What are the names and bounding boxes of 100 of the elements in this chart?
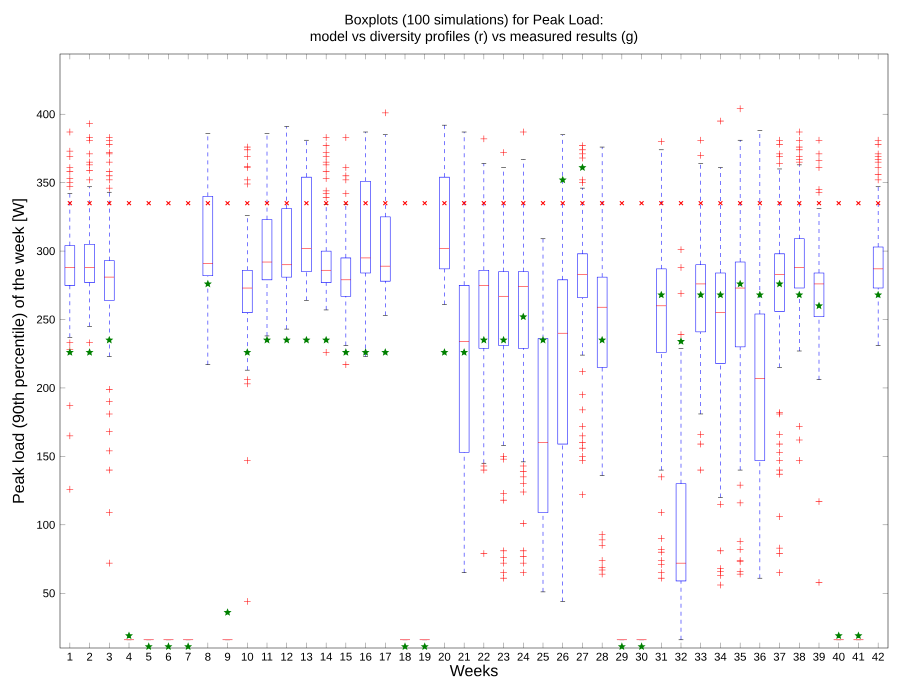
point <box>184 643 192 650</box>
point <box>284 200 290 206</box>
point <box>225 200 230 206</box>
x-tick-label: 31 <box>655 652 668 661</box>
point <box>422 200 428 206</box>
point <box>757 200 762 206</box>
point <box>580 200 585 206</box>
point <box>600 200 605 206</box>
point <box>264 336 270 343</box>
y-tick-label: 50 <box>43 589 55 598</box>
x-tick-label: 21 <box>458 652 470 661</box>
x-tick-label: 39 <box>813 652 825 661</box>
point <box>166 200 171 206</box>
point <box>738 200 743 206</box>
x-tick-label: 33 <box>694 652 707 661</box>
point <box>816 302 822 309</box>
x-tick-label: 3 <box>106 652 112 661</box>
x-tick-label: 37 <box>774 652 786 661</box>
point <box>874 292 882 298</box>
point <box>264 200 270 206</box>
point <box>540 336 546 343</box>
point <box>717 292 724 298</box>
y-tick-label: 150 <box>37 452 55 460</box>
point <box>520 200 526 206</box>
point <box>540 200 546 206</box>
point <box>322 336 330 343</box>
point <box>560 200 566 206</box>
x-tick-label: 41 <box>852 652 864 661</box>
point <box>342 349 350 356</box>
point <box>224 609 231 616</box>
x-tick-label: 2 <box>86 652 92 661</box>
x-tick-label: 24 <box>518 652 530 661</box>
x-tick-label: 18 <box>400 652 411 661</box>
point <box>87 200 92 206</box>
point <box>855 632 862 638</box>
x-tick-label: 38 <box>793 652 806 661</box>
point <box>462 200 467 206</box>
point <box>402 200 408 206</box>
point <box>441 349 448 356</box>
point <box>816 200 822 206</box>
point <box>303 336 310 343</box>
point <box>106 200 112 206</box>
y-axis-title: Peak load (90th percentile) of the week [W] <box>12 199 28 503</box>
x-tick-label: 13 <box>300 652 312 661</box>
x-tick-label: 12 <box>281 652 292 661</box>
x-tick-label: 28 <box>596 652 608 661</box>
x-tick-label: 15 <box>340 652 352 661</box>
point <box>501 200 506 206</box>
x-axis-title: Weeks <box>450 664 498 676</box>
point <box>678 338 684 344</box>
point <box>736 280 744 287</box>
point <box>777 200 782 206</box>
y-tick-label: 100 <box>37 520 55 529</box>
point <box>324 200 329 206</box>
x-tick-label: 16 <box>360 652 372 661</box>
y-tick-label: 200 <box>36 384 55 392</box>
x-tick-label: 1 <box>68 652 72 661</box>
point <box>776 280 783 287</box>
point <box>500 336 507 343</box>
point <box>678 200 684 206</box>
x-tick-label: 20 <box>438 652 450 661</box>
x-tick-label: 22 <box>478 652 490 661</box>
x-tick-label: 26 <box>556 652 569 661</box>
point <box>186 200 191 206</box>
point <box>205 200 210 206</box>
point <box>639 200 644 206</box>
point <box>520 313 526 320</box>
x-tick-label: 32 <box>675 652 687 661</box>
point <box>363 200 368 206</box>
point <box>796 200 802 206</box>
x-tick-label: 23 <box>498 652 510 661</box>
point <box>67 200 72 206</box>
point <box>86 349 93 356</box>
point <box>343 200 348 206</box>
x-tick-label: 42 <box>872 652 884 661</box>
x-tick-label: 11 <box>262 652 272 661</box>
x-tick-label: 9 <box>224 652 230 661</box>
point <box>204 280 212 287</box>
x-tick-label: 29 <box>616 652 628 661</box>
point <box>66 349 74 356</box>
x-tick-label: 5 <box>146 652 152 661</box>
x-tick-label: 17 <box>380 652 392 661</box>
chart-title: Boxplots (100 simulations) for Peak Load: <box>346 14 602 28</box>
point <box>658 200 664 206</box>
x-tick-label: 40 <box>832 652 845 661</box>
point <box>598 336 606 343</box>
point <box>618 643 626 650</box>
point <box>382 200 388 206</box>
x-tick-label: 25 <box>537 652 549 661</box>
point <box>165 643 172 650</box>
y-tick-label: 250 <box>36 316 55 324</box>
x-tick-label: 14 <box>320 652 332 661</box>
y-tick-label: 350 <box>36 178 55 187</box>
point <box>579 164 586 170</box>
point <box>304 200 309 206</box>
point <box>756 292 764 298</box>
point <box>126 632 132 638</box>
point <box>442 200 447 206</box>
chart-subtitle: model vs diversity profiles (r) vs measured results (g) <box>310 30 638 44</box>
point <box>698 200 704 206</box>
